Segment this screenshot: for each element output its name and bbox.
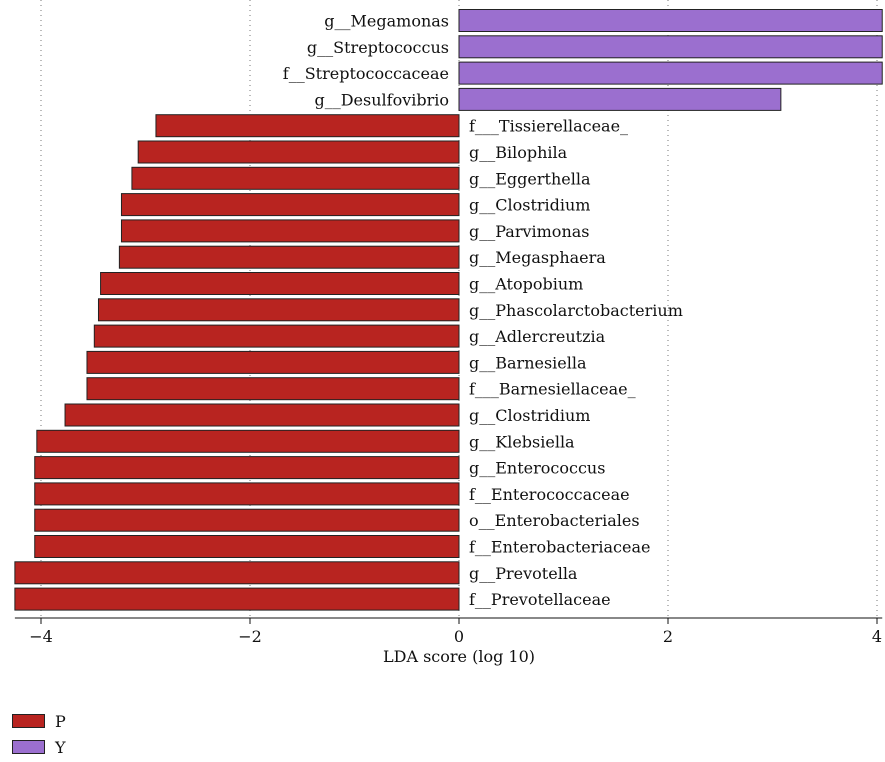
bar-1 bbox=[458, 35, 883, 59]
legend-swatch-p bbox=[12, 714, 45, 728]
x-tick-label-0: −4 bbox=[29, 627, 53, 646]
category-label-10: g__Atopobium bbox=[469, 275, 583, 294]
bar-10 bbox=[100, 272, 460, 295]
bar-22 bbox=[14, 587, 460, 611]
lda-chart: g__Megamonas g__Streptococcus f__Streptoco… bbox=[14, 0, 883, 666]
category-label-15: g__Clostridium bbox=[469, 406, 590, 425]
category-label-4: f___Tissierellaceae_ bbox=[469, 117, 628, 136]
bar-9 bbox=[118, 245, 460, 269]
category-label-6: g__Eggerthella bbox=[469, 169, 591, 188]
legend-label-y: Y bbox=[55, 737, 66, 757]
x-axis-title: LDA score (log 10) bbox=[383, 647, 535, 666]
bar-16 bbox=[36, 429, 460, 453]
bar-8 bbox=[120, 219, 460, 243]
bar-20 bbox=[34, 535, 460, 558]
bar-5 bbox=[137, 140, 460, 164]
bar-15 bbox=[64, 403, 460, 427]
category-label-22: f__Prevotellaceae bbox=[469, 590, 611, 609]
legend-swatch-y bbox=[12, 740, 45, 754]
x-tick-label-3: 2 bbox=[663, 627, 673, 646]
category-label-2: f__Streptococcaceae bbox=[283, 64, 449, 83]
bar-13 bbox=[86, 350, 460, 374]
category-label-8: g__Parvimonas bbox=[469, 222, 590, 241]
category-label-21: g__Prevotella bbox=[469, 564, 578, 583]
x-tick-label-4: 4 bbox=[872, 627, 882, 646]
category-label-17: g__Enterococcus bbox=[469, 459, 605, 478]
category-label-7: g__Clostridium bbox=[469, 196, 590, 215]
category-label-16: g__Klebsiella bbox=[469, 432, 575, 451]
bars bbox=[14, 9, 883, 611]
bar-7 bbox=[120, 193, 460, 217]
category-label-18: f__Enterococcaceae bbox=[469, 485, 630, 504]
category-label-9: g__Megasphaera bbox=[469, 248, 606, 267]
bar-19 bbox=[34, 508, 460, 532]
bar-21 bbox=[14, 561, 460, 585]
x-tick-label-2: 0 bbox=[454, 627, 464, 646]
category-label-11: g__Phascolarctobacterium bbox=[469, 301, 683, 320]
category-label-19: o__Enterobacteriales bbox=[469, 511, 640, 530]
category-labels: g__Megamonas g__Streptococcus f__Streptoco… bbox=[283, 12, 683, 610]
category-label-3: g__Desulfovibrio bbox=[314, 90, 449, 109]
legend-item-y: Y bbox=[12, 734, 66, 760]
bar-0 bbox=[458, 9, 883, 32]
bar-17 bbox=[34, 456, 460, 480]
bar-12 bbox=[93, 324, 460, 348]
bar-2 bbox=[458, 61, 883, 85]
bar-18 bbox=[34, 482, 460, 506]
category-label-5: g__Bilophila bbox=[469, 143, 568, 162]
category-label-12: g__Adlercreutzia bbox=[469, 327, 606, 346]
bar-3 bbox=[458, 87, 782, 111]
bar-4 bbox=[155, 114, 460, 138]
legend: P Y bbox=[12, 708, 66, 760]
x-tick-label-1: −2 bbox=[238, 627, 262, 646]
category-label-1: g__Streptococcus bbox=[307, 38, 449, 57]
legend-item-p: P bbox=[12, 708, 66, 734]
bar-14 bbox=[86, 377, 460, 401]
legend-label-p: P bbox=[55, 711, 66, 731]
category-label-20: f__Enterobacteriaceae bbox=[469, 538, 650, 557]
category-label-13: g__Barnesiella bbox=[469, 353, 587, 372]
bar-11 bbox=[97, 298, 460, 322]
x-axis: −4 −2 0 2 4 bbox=[14, 617, 883, 646]
category-label-14: f___Barnesiellaceae_ bbox=[469, 380, 636, 399]
category-label-0: g__Megamonas bbox=[324, 12, 449, 31]
bar-6 bbox=[131, 166, 460, 190]
